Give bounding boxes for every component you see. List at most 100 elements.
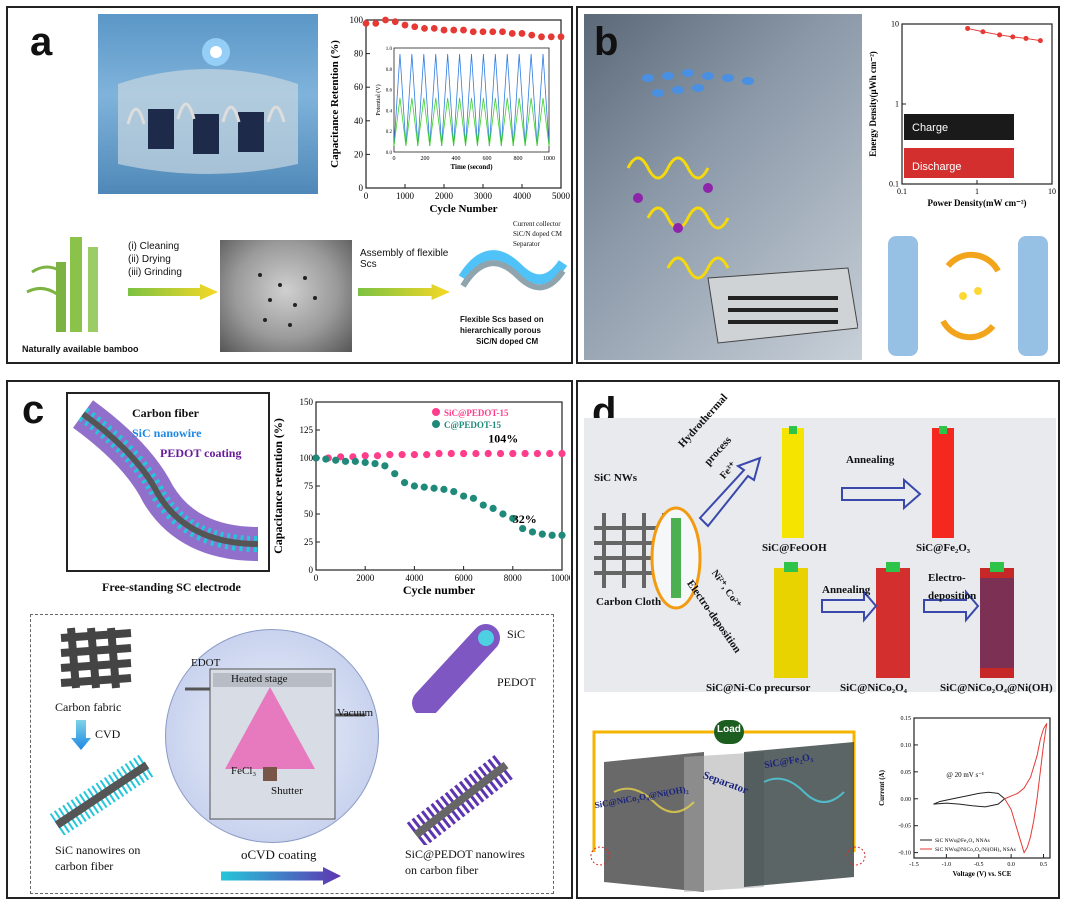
charge-cycle-illustration xyxy=(888,236,1048,356)
data-point-c-pedot xyxy=(528,528,537,536)
annotation-32: 32% xyxy=(513,512,537,526)
panel-d: d SiC NWs Carbon Cloth Hydrothermal proc… xyxy=(576,380,1060,899)
flexible-sc-illustration xyxy=(458,250,568,291)
plot-frame xyxy=(315,401,563,571)
data-point-c-pedot xyxy=(519,524,527,533)
charge-inset: Charge xyxy=(904,114,1014,140)
plot-frame xyxy=(913,717,1051,859)
inset-x-tick-label: 200 xyxy=(421,156,430,162)
data-point xyxy=(391,18,399,26)
data-point-sic-pedot xyxy=(398,451,406,459)
electrode-caption: Free-standing SC electrode xyxy=(102,580,241,594)
y-tick-label: 0 xyxy=(309,565,314,575)
chart-d-cv: -1.5 -1.0 -0.5 0.0 0.5 -0.10 -0.05 0.00 0.05 0.10… xyxy=(878,716,1051,878)
data-point-sic-pedot xyxy=(410,451,418,459)
legend-label: SiC NWs@Fe₂O₃ NNAs xyxy=(935,838,990,844)
fiber-box xyxy=(66,392,270,572)
data-point xyxy=(528,31,536,39)
data-point-sic-pedot xyxy=(386,451,394,459)
data-point xyxy=(508,30,516,37)
sic-pedot-illustration xyxy=(406,755,516,845)
data-point-c-pedot xyxy=(499,510,507,518)
y-tick-label: 100 xyxy=(350,15,364,25)
label-heated-stage: Heated stage xyxy=(231,673,288,685)
data-point xyxy=(479,28,487,36)
data-point-c-pedot xyxy=(509,514,517,523)
data-point xyxy=(450,26,458,34)
label-sic-nanowire: SiC nanowire xyxy=(132,426,202,440)
y-tick-label: 20 xyxy=(354,149,364,159)
sem-image xyxy=(220,240,352,352)
y-tick-label: 150 xyxy=(300,397,314,407)
step-cleaning: (i) Cleaning xyxy=(128,241,180,252)
data-point-c-pedot xyxy=(430,484,438,492)
legend-label: C@PEDOT-15 xyxy=(444,420,502,430)
label-ocvd: oCVD coating xyxy=(241,847,317,862)
inset-y-tick-label: 0.6 xyxy=(386,89,393,94)
data-point xyxy=(440,26,448,34)
device-illustration-d xyxy=(584,712,874,894)
data-point-c-pedot xyxy=(391,470,399,478)
scan-rate-annotation: @ 20 mV s⁻¹ xyxy=(946,771,984,779)
panel-b: b 0.1 1 10 0.1 1 10 Power Density(mW cm⁻²) Ener… xyxy=(576,6,1060,364)
label-electrodeposition-2b: deposition xyxy=(928,590,977,602)
y-tick-label: 100 xyxy=(300,453,314,463)
data-point-sic-pedot xyxy=(361,452,369,460)
data-point-c-pedot xyxy=(558,531,566,539)
data-point-sic-pedot xyxy=(509,449,517,458)
device-illustration xyxy=(118,38,298,174)
data-point-sic-pedot xyxy=(423,451,431,459)
x-tick-label: 0.1 xyxy=(897,187,907,196)
x-tick-label: 1000 xyxy=(396,191,415,201)
data-point xyxy=(557,33,565,41)
data-point-sic-pedot xyxy=(447,449,455,458)
data-point xyxy=(1010,34,1016,40)
arrow-process-2 xyxy=(358,284,450,300)
inset-x-tick-label: 600 xyxy=(483,156,492,162)
annotation-104: 104% xyxy=(488,431,518,445)
x-tick-label: 4000 xyxy=(405,573,424,583)
chart-b-ragone: 0.1 1 10 0.1 1 10 Power Density(mW cm⁻²) Energy… xyxy=(868,20,1056,208)
data-point xyxy=(362,19,370,27)
data-point-c-pedot xyxy=(322,455,330,463)
panel-c: c Carbon fiber SiC nanowire PEDOT coatin… xyxy=(6,380,573,899)
data-point-c-pedot xyxy=(312,454,320,462)
y-axis-label: Capacitance retention (%) xyxy=(271,418,285,554)
inset-series-green xyxy=(393,97,550,147)
cv-curve-0 xyxy=(933,791,1006,808)
data-point xyxy=(1023,35,1029,41)
data-point-c-pedot xyxy=(381,462,389,470)
data-point xyxy=(965,25,971,31)
y-axis-label: Current (A) xyxy=(878,769,886,806)
data-point xyxy=(489,28,497,36)
bamboo-illustration xyxy=(26,237,98,332)
data-point xyxy=(421,25,428,32)
synthesis-illustration xyxy=(594,426,1014,678)
x-tick-label: -1.5 xyxy=(909,862,919,868)
y-tick-label: 125 xyxy=(300,425,314,435)
x-tick-label: -1.0 xyxy=(942,862,952,868)
data-point xyxy=(518,30,526,37)
inset-y-tick-label: 0.2 xyxy=(386,130,393,135)
y-tick-label: 50 xyxy=(304,509,314,519)
data-point xyxy=(1037,38,1043,44)
step-drying: (ii) Drying xyxy=(128,254,171,265)
data-point-sic-pedot xyxy=(472,449,480,458)
label-carbon-fabric: Carbon fabric xyxy=(55,700,122,714)
sic-nanowires-illustration xyxy=(49,755,155,835)
inset-x-label: Time (second) xyxy=(450,163,493,171)
label-edot: EDOT xyxy=(191,657,221,669)
legend-label: SiC NWs@NiCo₂O₄/Ni(OH)₂ NSAs xyxy=(935,846,1016,853)
x-tick-label: 4000 xyxy=(513,191,532,201)
inset-series-blue xyxy=(393,53,550,147)
inset-x-tick-label: 1000 xyxy=(543,156,555,162)
bamboo-caption: Naturally available bamboo xyxy=(22,344,139,354)
label-sic-fe2o3: SiC@Fe₂O₃ xyxy=(916,542,971,554)
legend-marker xyxy=(432,420,440,428)
x-tick-label: 2000 xyxy=(356,573,375,583)
y-tick-label: 0 xyxy=(359,183,364,193)
data-point-sic-pedot xyxy=(496,449,505,458)
label-annealing-1: Annealing xyxy=(846,454,895,466)
